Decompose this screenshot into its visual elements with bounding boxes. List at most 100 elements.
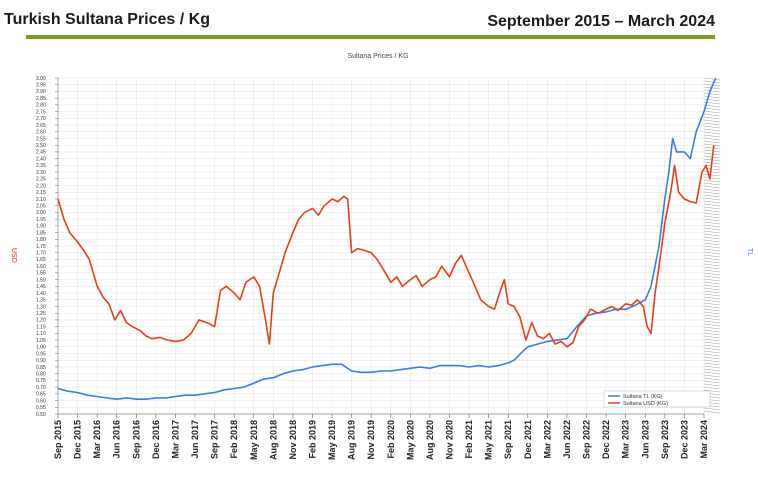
y-tick-label: 2.05 — [36, 203, 46, 209]
x-tick-label: Dec 2016 — [151, 420, 161, 459]
x-tick-label: May 2021 — [484, 420, 494, 460]
hatch-line — [703, 269, 721, 273]
y-tick-label: 1.55 — [36, 271, 46, 277]
x-tick-label: Mar 2022 — [542, 420, 552, 459]
hatch-line — [703, 242, 721, 246]
y-tick-label: 2.80 — [36, 103, 46, 109]
y-tick-label: 3.00 — [36, 76, 46, 82]
hatch-line — [703, 206, 721, 210]
y-tick-label: 0.50 — [36, 412, 46, 418]
hatch-line — [703, 254, 721, 258]
hatch-line — [703, 350, 721, 354]
y-tick-label: 0.55 — [36, 405, 46, 411]
title-divider — [26, 35, 715, 39]
y-tick-label: 1.45 — [36, 284, 46, 290]
hatch-line — [703, 314, 721, 318]
y-tick-label: 2.00 — [36, 210, 46, 216]
hatch-line — [703, 77, 721, 81]
hatch-line — [703, 110, 721, 114]
x-tick-label: May 2020 — [405, 420, 415, 460]
hatch-line — [703, 311, 721, 315]
hatch-line — [703, 149, 721, 153]
hatch-line — [703, 188, 721, 192]
x-tick-label: Feb 2020 — [386, 420, 396, 459]
hatch-line — [703, 287, 721, 291]
grid-lines — [57, 77, 705, 415]
x-tick-label: Sep 2017 — [210, 420, 220, 459]
hatch-line — [703, 338, 721, 342]
hatch-line — [703, 170, 721, 174]
hatch-line — [703, 260, 721, 264]
hatch-line — [703, 263, 721, 267]
y-tick-label: 1.80 — [36, 237, 46, 243]
hatch-line — [703, 281, 721, 285]
hatch-line — [703, 275, 721, 279]
y-tick-label: 1.70 — [36, 251, 46, 257]
hatch-line — [703, 353, 721, 357]
hatch-line — [703, 290, 721, 294]
hatch-line — [703, 386, 721, 390]
hatch-line — [703, 221, 721, 225]
y-tick-label: 0.95 — [36, 351, 46, 357]
hatch-line — [703, 200, 721, 204]
x-tick-label: Feb 2019 — [307, 420, 317, 459]
hatch-line — [703, 293, 721, 297]
y-tick-label: 2.25 — [36, 177, 46, 183]
y-tick-label: 1.10 — [36, 331, 46, 337]
hatch-line — [703, 407, 721, 411]
hatch-line — [703, 197, 721, 201]
y-tick-label: 2.45 — [36, 150, 46, 156]
x-tick-label: Mar 2016 — [92, 420, 102, 459]
y-tick-label: 2.35 — [36, 163, 46, 169]
hatch-line — [703, 362, 721, 366]
hatch-line — [703, 305, 721, 309]
y-tick-label: 2.60 — [36, 130, 46, 136]
series-lines — [57, 77, 717, 400]
hatch-line — [703, 236, 721, 240]
y-tick-label: 2.70 — [36, 116, 46, 122]
hatch-line — [703, 92, 721, 96]
hatch-line — [703, 116, 721, 120]
hatch-line — [703, 299, 721, 303]
hatch-line — [703, 374, 721, 378]
hatch-line — [703, 410, 721, 414]
x-tick-label: Nov 2018 — [288, 420, 298, 460]
hatch-line — [703, 251, 721, 255]
legend-box — [603, 390, 711, 408]
hatch-line — [703, 317, 721, 321]
y-tick-label: 2.40 — [36, 156, 46, 162]
hatch-line — [703, 257, 721, 261]
y-tick-label: 1.30 — [36, 304, 46, 310]
hatch-line — [703, 140, 721, 144]
hatch-line — [703, 179, 721, 183]
hatch-line — [703, 278, 721, 282]
legend-label: Sultana TL (KG) — [623, 394, 663, 400]
hatch-line — [703, 218, 721, 222]
x-tick-label: Dec 2021 — [523, 420, 533, 459]
chart-legend: Sultana TL (KG)Sultana USD (KG) — [603, 390, 711, 408]
y-tick-label: 1.20 — [36, 318, 46, 324]
hatch-line — [703, 365, 721, 369]
hatch-line — [703, 341, 721, 345]
hatch-line — [703, 215, 721, 219]
x-tick-label: Jun 2016 — [112, 420, 122, 459]
hatch-line — [703, 194, 721, 198]
x-tick-label: Sep 2015 — [53, 420, 63, 459]
hatch-line — [703, 119, 721, 123]
hatch-line — [703, 176, 721, 180]
hatch-line — [703, 347, 721, 351]
hatch-line — [703, 95, 721, 99]
hatch-line — [703, 389, 721, 393]
hatch-line — [703, 266, 721, 270]
hatch-line — [703, 191, 721, 195]
legend-label: Sultana USD (KG) — [623, 401, 668, 407]
hatch-line — [703, 137, 721, 141]
y-tick-label: 1.15 — [36, 324, 46, 330]
hatch-line — [703, 185, 721, 189]
y-tick-label: 2.95 — [36, 83, 46, 89]
y-tick-label: 2.55 — [36, 136, 46, 142]
x-tick-label: May 2018 — [249, 420, 259, 460]
hatch-line — [703, 239, 721, 243]
hatch-line — [703, 383, 721, 387]
